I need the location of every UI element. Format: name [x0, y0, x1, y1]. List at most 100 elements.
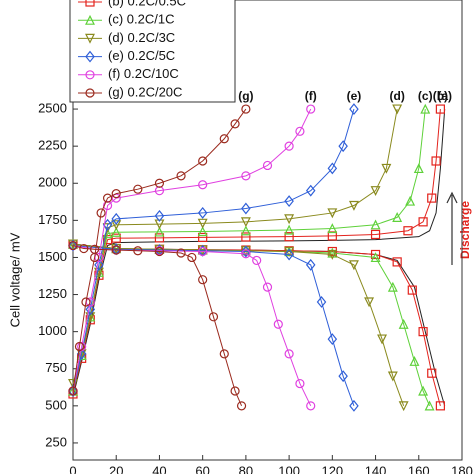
x-tick-label: 140	[365, 463, 387, 474]
marker	[316, 296, 327, 308]
marker	[79, 243, 89, 254]
marker	[435, 104, 445, 114]
marker	[295, 378, 305, 389]
curve-label: (a)	[437, 89, 452, 103]
marker	[85, 14, 95, 25]
marker	[133, 246, 143, 256]
charge-line	[72, 109, 441, 395]
marker	[424, 400, 435, 411]
marker	[102, 193, 113, 203]
marker	[197, 206, 208, 219]
y-tick-label: 2500	[38, 101, 67, 116]
marker	[327, 162, 338, 175]
plot-frame	[72, 0, 463, 461]
marker	[306, 104, 316, 114]
marker	[176, 248, 186, 258]
discharge-line	[72, 245, 243, 407]
marker	[197, 226, 208, 237]
legend-label: (c) 0.2C/1C	[108, 12, 174, 27]
discharge-line	[72, 243, 441, 406]
marker	[230, 386, 240, 396]
marker	[349, 399, 359, 412]
marker	[68, 239, 78, 252]
discharge-line	[72, 243, 431, 407]
annotation-arrowhead	[446, 191, 458, 204]
marker	[305, 258, 316, 271]
marker	[81, 297, 91, 307]
legend-label: (g) 0.2C/20C	[108, 84, 182, 99]
marker	[240, 217, 251, 228]
discharge-line	[72, 243, 405, 407]
marker	[230, 119, 240, 129]
marker	[85, 0, 95, 7]
marker	[327, 249, 338, 260]
curve-label: (c)	[418, 89, 433, 103]
marker	[154, 209, 165, 222]
marker	[154, 226, 165, 237]
marker	[377, 334, 388, 345]
marker	[398, 318, 409, 329]
x-tick-label: 40	[152, 463, 166, 474]
marker	[284, 349, 294, 359]
x-tick-label: 60	[195, 463, 209, 474]
legend-label: (f) 0.2C/10C	[108, 66, 179, 81]
marker	[111, 226, 122, 237]
marker	[111, 245, 121, 255]
y-tick-label: 750	[45, 360, 67, 375]
curve-label: (d)	[390, 89, 405, 103]
x-tick-label: 180	[451, 463, 473, 474]
marker	[94, 258, 104, 271]
marker	[327, 208, 338, 219]
marker	[306, 401, 316, 411]
curve-label: (g)	[238, 89, 253, 103]
legend-label: (e) 0.2C/5C	[108, 48, 175, 63]
marker	[370, 249, 381, 260]
marker	[273, 319, 283, 329]
marker	[85, 88, 95, 98]
marker	[68, 240, 78, 251]
marker	[364, 297, 375, 308]
marker	[413, 163, 424, 174]
charge-line	[72, 108, 355, 392]
marker	[96, 208, 106, 218]
marker	[418, 217, 428, 227]
marker	[409, 355, 420, 366]
marker	[418, 327, 428, 337]
marker	[370, 219, 381, 230]
y-tick-label: 500	[45, 397, 67, 412]
marker	[387, 371, 398, 382]
marker	[284, 141, 294, 151]
marker	[241, 202, 251, 215]
marker	[284, 232, 294, 242]
marker	[398, 401, 409, 412]
charge-line	[72, 108, 247, 392]
x-tick-label: 80	[239, 463, 253, 474]
marker	[284, 224, 295, 235]
marker	[327, 247, 338, 258]
marker	[93, 267, 104, 278]
marker	[111, 189, 121, 199]
marker	[154, 246, 165, 257]
marker	[198, 180, 208, 190]
marker	[252, 255, 262, 266]
marker	[197, 218, 208, 229]
marker	[111, 220, 122, 231]
curve-label: (e)	[347, 89, 362, 103]
marker	[381, 163, 392, 174]
x-tick-label: 100	[278, 463, 300, 474]
marker	[236, 401, 247, 411]
marker	[241, 104, 251, 114]
marker	[349, 103, 359, 116]
y-tick-label: 1750	[38, 212, 67, 227]
marker	[85, 312, 96, 323]
marker	[392, 104, 403, 115]
marker	[68, 385, 78, 397]
x-tick-label: 160	[408, 463, 430, 474]
marker	[241, 249, 251, 259]
marker	[241, 232, 251, 242]
marker	[305, 184, 316, 197]
y-tick-label: 250	[45, 434, 67, 449]
marker	[85, 70, 95, 80]
